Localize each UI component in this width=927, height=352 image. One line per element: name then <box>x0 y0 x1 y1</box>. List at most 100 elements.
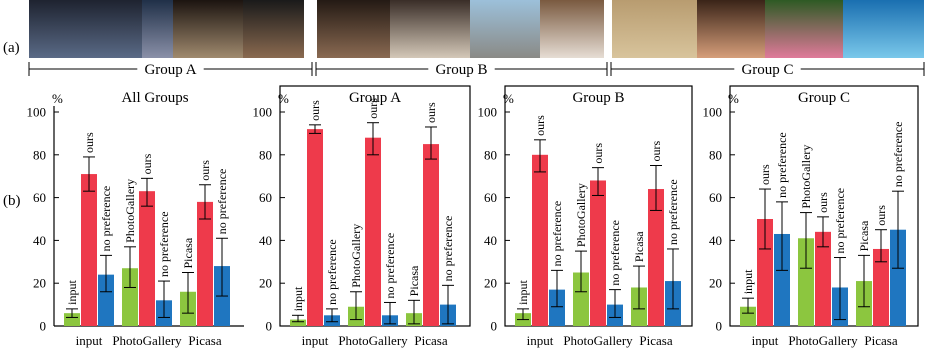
group-label: Group C <box>741 62 793 78</box>
x-tick-label: input <box>76 333 103 348</box>
bar-no-preference <box>98 274 114 326</box>
photo-strip <box>29 0 924 58</box>
woman-shop-photo <box>243 0 304 58</box>
x-tick-label: Picasa <box>864 333 897 348</box>
y-unit-label: % <box>52 91 63 106</box>
chart-title: All Groups <box>121 90 188 106</box>
bar-label: Picasa <box>181 237 195 268</box>
bar-ours <box>532 154 548 326</box>
y-tick-label: 20 <box>259 276 272 291</box>
y-tick-label: 20 <box>709 276 722 291</box>
bar-label: no preference <box>99 186 113 252</box>
bar-label: PhotoGallery <box>123 179 137 243</box>
part-label-a: (a) <box>3 40 20 56</box>
bar-label: Picasa <box>857 220 871 251</box>
bar-label: ours <box>198 160 212 181</box>
bar-label: ours <box>366 98 380 119</box>
y-tick-label: 100 <box>703 105 723 120</box>
dolphin-show-photo <box>843 0 924 58</box>
x-tick-label: Picasa <box>188 333 221 348</box>
bar-label: ours <box>874 205 888 226</box>
group-label: Group A <box>144 62 196 78</box>
harbor-boats-photo <box>470 0 540 58</box>
bar-ours <box>590 180 606 326</box>
bar-ours <box>757 219 773 326</box>
y-unit-label: % <box>728 91 739 106</box>
error-bar <box>800 212 812 269</box>
y-tick-label: 0 <box>266 319 273 334</box>
error-bar <box>442 284 454 325</box>
error-bar <box>124 246 136 288</box>
error-bar <box>875 229 887 263</box>
y-tick-label: 40 <box>259 233 272 248</box>
x-tick-label: PhotoGallery <box>338 333 408 348</box>
y-tick-label: 20 <box>484 276 497 291</box>
error-bar <box>834 257 846 321</box>
bar-input <box>740 306 756 326</box>
bar-label: ours <box>82 132 96 153</box>
bar-label: ours <box>649 141 663 162</box>
bar-label: no preference <box>608 220 622 286</box>
bar-label: PhotoGallery <box>574 183 588 247</box>
bar-ours <box>365 137 381 326</box>
error-bar <box>592 167 604 196</box>
bar-label: no preference <box>666 179 680 245</box>
bar-label: no preference <box>775 132 789 198</box>
x-tick-label: input <box>527 333 554 348</box>
error-bar <box>425 126 437 160</box>
bar-input <box>64 313 80 326</box>
y-unit-label: % <box>278 91 289 106</box>
bar-ours <box>139 191 155 326</box>
group-bracket: Group A <box>28 62 313 78</box>
bar-input <box>573 272 589 326</box>
error-bar <box>367 122 379 156</box>
error-bar <box>776 201 788 271</box>
bar-label: ours <box>758 164 772 185</box>
y-tick-label: 40 <box>33 233 46 248</box>
x-tick-label: input <box>302 333 329 348</box>
y-tick-label: 40 <box>709 233 722 248</box>
y-tick-label: 80 <box>259 147 272 162</box>
chart-all-groups: All Groups% 0 20 40 60 80 100 input PhotoGallery… <box>27 90 244 348</box>
bar-input <box>122 268 138 326</box>
error-bar <box>350 291 362 321</box>
x-tick-label: PhotoGallery <box>112 333 182 348</box>
x-tick-label: PhotoGallery <box>788 333 858 348</box>
chart-group-b: Group B% 0 20 40 60 80 100 input PhotoGallery Pic… <box>478 85 693 348</box>
bar-label: ours <box>816 192 830 213</box>
girl-portrait-photo <box>540 0 604 58</box>
y-tick-label: 40 <box>484 233 497 248</box>
castle-dusk-photo <box>142 0 173 58</box>
x-tick-label: PhotoGallery <box>563 333 633 348</box>
bar-no-preference <box>774 233 790 326</box>
y-tick-label: 20 <box>33 276 46 291</box>
bar-label: ours <box>591 143 605 164</box>
bar-label: ours <box>533 115 547 136</box>
chart-title: Group A <box>349 90 401 106</box>
pink-flowers-photo <box>765 0 843 58</box>
bar-ours <box>873 248 889 326</box>
x-tick-label: input <box>752 333 779 348</box>
error-bar <box>667 248 679 310</box>
error-bar <box>216 237 228 297</box>
error-bar <box>182 272 194 314</box>
bar-ours <box>648 189 664 326</box>
bar-label: input <box>516 280 530 305</box>
bar-ours <box>307 129 323 326</box>
error-bar <box>83 156 95 192</box>
y-tick-label: 100 <box>27 105 47 120</box>
y-tick-label: 60 <box>709 190 722 205</box>
sunset-water-photo <box>173 0 243 58</box>
bar-ours <box>197 201 213 326</box>
bar-input <box>290 319 306 326</box>
y-tick-label: 0 <box>40 319 47 334</box>
charts: All Groups% 0 20 40 60 80 100 input PhotoGallery… <box>27 85 919 348</box>
error-bar <box>100 254 112 293</box>
y-unit-label: % <box>503 91 514 106</box>
x-tick-label: Picasa <box>639 333 672 348</box>
bar-label: no preference <box>157 211 171 277</box>
group-brackets: Group A Group B Group C <box>28 62 925 78</box>
error-bar <box>817 216 829 248</box>
error-bar <box>199 184 211 220</box>
